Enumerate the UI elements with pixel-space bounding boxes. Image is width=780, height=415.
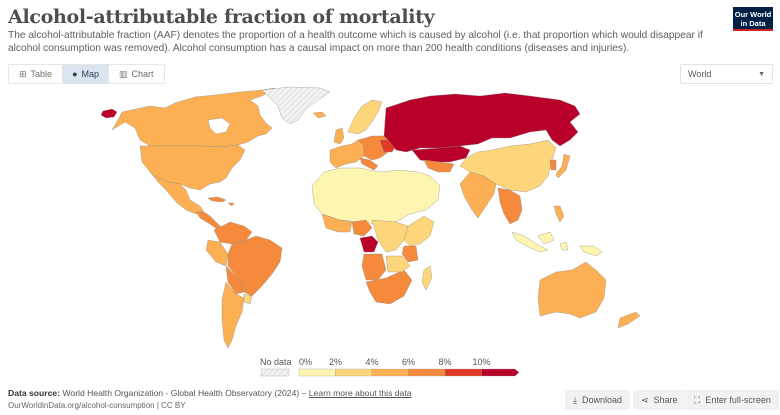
legend-bin-4[interactable] xyxy=(444,368,482,377)
chart-subtitle: The alcohol-attributable fraction (AAF) … xyxy=(8,30,703,54)
region-tanzania[interactable] xyxy=(401,245,419,263)
source-url[interactable]: OurWorldinData.org/alcohol-consumption |… xyxy=(8,401,186,410)
region-zambia[interactable] xyxy=(385,255,411,273)
legend-tick-label: 0% xyxy=(299,357,312,367)
region-australia[interactable] xyxy=(537,261,607,319)
share-label: Share xyxy=(653,395,678,405)
map-legend: No data 0% 2% 4% 6% 8% 10% xyxy=(260,357,520,377)
chart-icon: ▥ xyxy=(119,68,128,79)
region-balkans[interactable] xyxy=(359,157,379,171)
tab-chart[interactable]: ▥ Chart xyxy=(109,65,164,83)
region-argentina[interactable] xyxy=(221,281,245,349)
fullscreen-label: Enter full-screen xyxy=(705,395,771,405)
world-map[interactable] xyxy=(0,86,780,354)
region-iceland[interactable] xyxy=(312,111,327,119)
logo-line-1: Our World xyxy=(734,10,772,19)
globe-icon: ● xyxy=(72,69,78,79)
region-kazakhstan[interactable] xyxy=(411,145,471,163)
logo-line-2: in Data xyxy=(740,19,766,28)
region-usa[interactable] xyxy=(139,144,246,191)
region-east-africa[interactable] xyxy=(403,215,435,247)
region-central-africa[interactable] xyxy=(371,219,409,253)
tab-map[interactable]: ● Map xyxy=(62,65,110,83)
download-label: Download xyxy=(581,395,623,405)
legend-bin-5[interactable] xyxy=(481,368,520,377)
owid-logo[interactable]: Our World in Data xyxy=(733,7,773,31)
region-chukotka[interactable] xyxy=(100,108,118,119)
region-uk[interactable] xyxy=(333,127,345,145)
data-source: Data source: World Health Organization -… xyxy=(8,388,412,398)
region-canada[interactable] xyxy=(111,87,276,148)
data-source-text: World Health Organization - Global Healt… xyxy=(62,388,307,398)
region-north-africa[interactable] xyxy=(311,167,441,225)
legend-bin-2[interactable] xyxy=(371,368,409,377)
legend-no-data-label: No data xyxy=(260,357,292,367)
region-west-africa[interactable] xyxy=(321,213,353,233)
region-western-europe[interactable] xyxy=(329,139,365,169)
chevron-down-icon: ▼ xyxy=(758,70,765,78)
legend-tick-label: 2% xyxy=(329,357,342,367)
region-angola[interactable] xyxy=(361,253,387,281)
legend-tick-label: 10% xyxy=(472,357,490,367)
region-select-value: World xyxy=(688,69,712,79)
region-indonesia[interactable] xyxy=(511,231,569,253)
legend-bin-3[interactable] xyxy=(408,368,446,377)
region-bolivia[interactable] xyxy=(225,265,245,295)
table-icon: ⊞ xyxy=(19,68,27,79)
region-korea[interactable] xyxy=(549,159,557,171)
view-tabs: ⊞ Table ● Map ▥ Chart xyxy=(8,64,165,84)
tab-map-label: Map xyxy=(81,69,100,79)
legend-tick-label: 4% xyxy=(365,357,378,367)
region-greenland[interactable] xyxy=(261,86,331,125)
data-source-label: Data source: xyxy=(8,388,61,398)
region-new-zealand[interactable] xyxy=(617,311,641,329)
region-gabon[interactable] xyxy=(359,235,379,253)
legend-tick-label: 6% xyxy=(402,357,415,367)
chart-title: Alcohol-attributable fraction of mortali… xyxy=(8,6,435,28)
region-se-asia[interactable] xyxy=(497,187,523,225)
region-philippines[interactable] xyxy=(553,205,565,223)
download-icon: ⤓ xyxy=(573,394,577,405)
tab-chart-label: Chart xyxy=(131,69,154,79)
legend-bin-1[interactable] xyxy=(335,368,373,377)
fullscreen-button[interactable]: ⛶ Enter full-screen xyxy=(686,390,779,410)
legend-tick-label: 8% xyxy=(438,357,451,367)
region-mexico[interactable] xyxy=(149,171,205,215)
region-central-asia[interactable] xyxy=(423,159,455,173)
learn-more-link[interactable]: Learn more about this data xyxy=(308,388,412,398)
download-button[interactable]: ⤓ Download xyxy=(565,390,631,410)
region-india[interactable] xyxy=(459,171,497,219)
region-n-south-america[interactable] xyxy=(213,221,253,245)
region-select[interactable]: World ▼ xyxy=(680,64,773,84)
region-central-america[interactable] xyxy=(195,211,223,231)
region-southern-africa[interactable] xyxy=(365,269,413,305)
legend-no-data-swatch xyxy=(260,368,290,377)
region-madagascar[interactable] xyxy=(421,265,433,291)
region-uruguay[interactable] xyxy=(243,293,253,305)
region-japan[interactable] xyxy=(555,153,571,179)
tab-table-label: Table xyxy=(30,69,53,79)
region-scandinavia[interactable] xyxy=(347,99,383,135)
fullscreen-icon: ⛶ xyxy=(694,394,701,405)
legend-bin-0[interactable] xyxy=(298,368,336,377)
share-button[interactable]: ⋖ Share xyxy=(633,390,686,410)
region-caribbean[interactable] xyxy=(207,196,235,207)
region-png[interactable] xyxy=(579,245,603,257)
region-peru[interactable] xyxy=(205,239,229,267)
region-brazil[interactable] xyxy=(227,235,283,297)
tab-table[interactable]: ⊞ Table xyxy=(9,65,62,83)
region-nigeria[interactable] xyxy=(351,219,373,237)
share-icon: ⋖ xyxy=(641,394,649,405)
